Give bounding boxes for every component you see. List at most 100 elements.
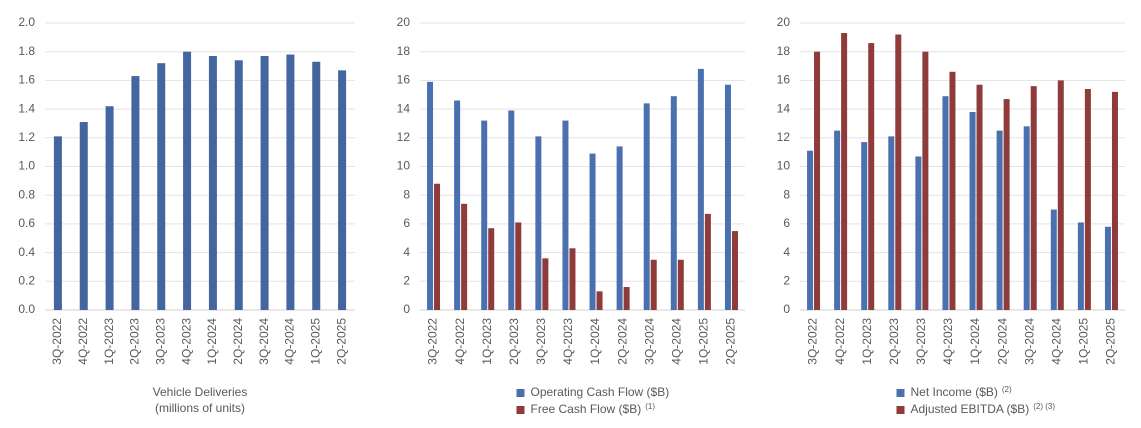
x-tick-label: 1Q-2023 [480, 318, 494, 365]
legend-note: (1) [645, 402, 655, 411]
bar [942, 96, 949, 310]
bar [731, 231, 738, 310]
bar [1030, 86, 1037, 310]
x-tick-label: 1Q-2024 [588, 318, 602, 365]
x-tick-label: 4Q-2023 [179, 318, 193, 365]
bar [895, 34, 902, 310]
bar [670, 96, 677, 310]
y-tick-label: 0.8 [18, 187, 35, 201]
bar [79, 122, 88, 310]
y-tick-label: 4 [403, 245, 410, 259]
y-tick-label: 14 [777, 101, 791, 115]
x-tick-label: 4Q-2023 [561, 318, 575, 365]
y-tick-label: 1.8 [18, 44, 35, 58]
legend-swatch [516, 406, 525, 414]
bar [454, 100, 461, 311]
x-tick-label: 3Q-2024 [642, 318, 656, 365]
bar [234, 60, 243, 311]
x-axis-label: Vehicle Deliveries [153, 385, 248, 399]
y-tick-label: 0.6 [18, 216, 35, 230]
y-tick-label: 8 [783, 187, 790, 201]
bar [1003, 99, 1010, 311]
bar [643, 103, 650, 310]
bar [562, 120, 569, 310]
y-tick-label: 0.4 [18, 245, 35, 259]
bar [697, 68, 704, 310]
y-tick-label: 20 [777, 15, 791, 29]
x-tick-label: 4Q-2024 [283, 318, 297, 365]
bar [131, 76, 140, 310]
x-tick-label: 4Q-2022 [833, 318, 847, 365]
bar [949, 71, 956, 310]
x-tick-label: 4Q-2022 [76, 318, 90, 365]
bar [834, 130, 841, 310]
x-tick-label: 3Q-2024 [1022, 318, 1036, 365]
x-tick-label: 1Q-2025 [308, 318, 322, 365]
bar [1077, 222, 1084, 310]
bar [623, 287, 630, 310]
x-tick-label: 4Q-2023 [941, 318, 955, 365]
bar [260, 56, 269, 310]
bar [183, 51, 192, 310]
bar [515, 222, 522, 310]
bar [861, 142, 868, 310]
y-tick-label: 0.0 [18, 302, 35, 316]
bar [888, 136, 895, 310]
legend-swatch [896, 389, 905, 397]
x-tick-label: 3Q-2023 [153, 318, 167, 365]
bar [427, 81, 434, 311]
x-tick-label: 1Q-2025 [697, 318, 711, 365]
bar [1057, 80, 1064, 311]
bar [286, 54, 295, 310]
x-tick-label: 3Q-2022 [426, 318, 440, 365]
y-tick-label: 1.2 [18, 130, 35, 144]
y-tick-label: 4 [783, 245, 790, 259]
bar [969, 111, 976, 310]
legend-swatch [896, 406, 905, 414]
y-tick-label: 6 [403, 216, 410, 230]
bar [814, 51, 821, 310]
x-tick-label: 4Q-2022 [453, 318, 467, 365]
y-tick-label: 16 [397, 73, 411, 87]
bar [915, 156, 922, 310]
bar [569, 248, 576, 310]
bar [704, 213, 711, 310]
y-tick-label: 18 [397, 44, 411, 58]
bar [1111, 91, 1118, 310]
x-tick-label: 2Q-2025 [724, 318, 738, 365]
legend-label: Net Income ($B) [911, 385, 998, 399]
bar [157, 63, 166, 311]
x-tick-label: 3Q-2022 [806, 318, 820, 365]
x-tick-label: 3Q-2023 [534, 318, 548, 365]
y-tick-label: 2 [403, 273, 410, 287]
x-axis-label: (millions of units) [155, 401, 245, 415]
x-tick-label: 2Q-2024 [615, 318, 629, 365]
x-tick-label: 2Q-2024 [231, 318, 245, 365]
x-tick-label: 1Q-2024 [205, 318, 219, 365]
bar [976, 84, 983, 310]
bar [481, 120, 488, 310]
y-tick-label: 0.2 [18, 273, 35, 287]
x-tick-label: 2Q-2025 [1104, 318, 1118, 365]
bar [868, 43, 875, 311]
x-tick-label: 2Q-2025 [334, 318, 348, 365]
bar [996, 130, 1003, 310]
legend-label: Free Cash Flow ($B) [531, 402, 642, 416]
bar [1050, 209, 1057, 310]
bar [616, 146, 623, 310]
x-tick-label: 3Q-2024 [257, 318, 271, 365]
bar [807, 150, 814, 310]
y-tick-label: 0 [403, 302, 410, 316]
y-tick-label: 20 [397, 15, 411, 29]
x-tick-label: 1Q-2024 [968, 318, 982, 365]
bar [589, 153, 596, 310]
bar [208, 56, 217, 310]
bar [1023, 126, 1030, 310]
legend-note: (2) [1002, 385, 1012, 394]
x-tick-label: 2Q-2023 [507, 318, 521, 365]
x-tick-label: 2Q-2023 [887, 318, 901, 365]
x-tick-label: 2Q-2023 [128, 318, 142, 365]
y-tick-label: 2 [783, 273, 790, 287]
legend-note: (2) (3) [1033, 402, 1055, 411]
